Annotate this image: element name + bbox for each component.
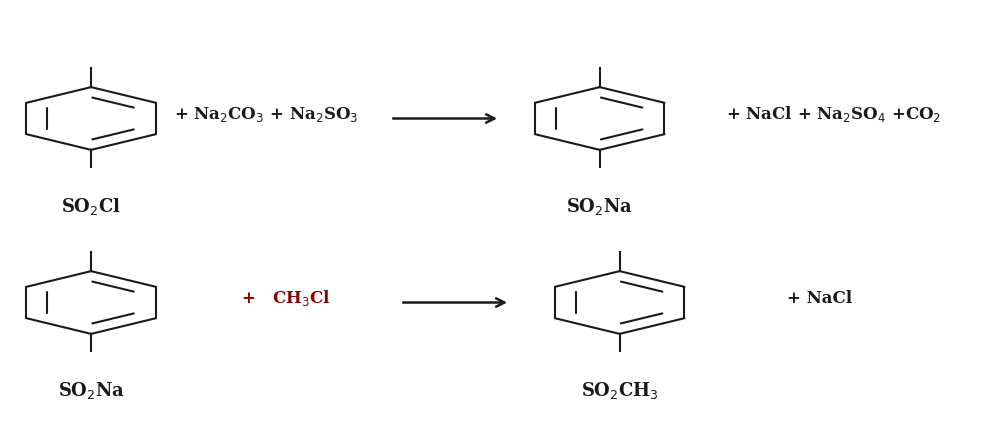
Text: SO$_2$CH$_3$: SO$_2$CH$_3$ [581,380,659,401]
Text: SO$_2$Na: SO$_2$Na [58,380,125,401]
Text: +   CH$_3$Cl: + CH$_3$Cl [241,288,330,308]
Text: + Na$_2$CO$_3$ + Na$_2$SO$_3$: + Na$_2$CO$_3$ + Na$_2$SO$_3$ [174,105,358,124]
Text: + NaCl + Na$_2$SO$_4$ +CO$_2$: + NaCl + Na$_2$SO$_4$ +CO$_2$ [726,104,942,124]
Text: + NaCl: + NaCl [787,290,852,307]
Text: SO$_2$Na: SO$_2$Na [566,196,633,217]
Text: SO$_2$Cl: SO$_2$Cl [61,196,121,217]
